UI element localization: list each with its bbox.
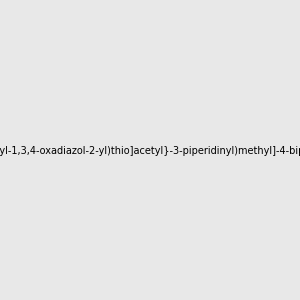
Text: N-[(1-{2-[(5-methyl-1,3,4-oxadiazol-2-yl)thio]acetyl}-3-piperidinyl)methyl]-4-bi: N-[(1-{2-[(5-methyl-1,3,4-oxadiazol-2-yl… <box>0 146 300 157</box>
